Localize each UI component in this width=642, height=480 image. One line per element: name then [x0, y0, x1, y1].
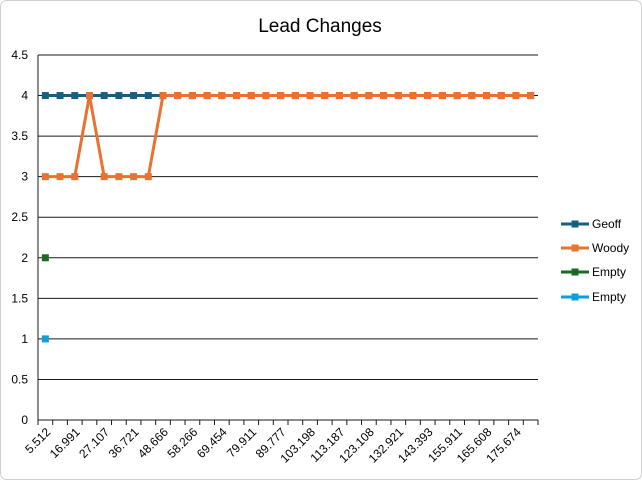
legend-label: Empty [592, 290, 626, 304]
legend-label: Geoff [592, 217, 622, 231]
point-marker [100, 92, 108, 100]
point-marker [497, 92, 505, 100]
y-tick-label: 4.5 [11, 48, 28, 62]
point-marker [71, 92, 79, 100]
point-marker [71, 173, 79, 181]
point-marker [424, 92, 432, 100]
point-marker [335, 92, 343, 100]
point-marker [394, 92, 402, 100]
point-marker [41, 92, 49, 100]
point-marker [218, 92, 226, 100]
y-tick-label: 1 [21, 332, 28, 346]
legend-marker [571, 293, 579, 301]
legend-marker [571, 268, 579, 276]
point-marker [188, 92, 196, 100]
point-marker [233, 92, 241, 100]
point-marker [115, 92, 123, 100]
point-marker [174, 92, 182, 100]
point-marker [130, 173, 138, 181]
point-marker [409, 92, 417, 100]
point-marker [380, 92, 388, 100]
point-marker [306, 92, 314, 100]
series-line [45, 94, 531, 179]
point-marker [203, 92, 211, 100]
point-marker [144, 173, 152, 181]
y-tick-label: 2 [21, 251, 28, 265]
point-marker [56, 92, 64, 100]
y-tick-label: 0 [21, 413, 28, 427]
y-tick-label: 3.5 [11, 129, 28, 143]
legend-label: Woody [592, 241, 629, 255]
point-marker [100, 173, 108, 181]
point-marker [56, 173, 64, 181]
y-tick-label: 3 [21, 170, 28, 184]
point-marker [453, 92, 461, 100]
point-marker [144, 92, 152, 100]
point-marker [321, 92, 329, 100]
y-tick-label: 2.5 [11, 210, 28, 224]
y-tick-label: 1.5 [11, 291, 28, 305]
chart-title: Lead Changes [258, 16, 382, 37]
point-marker [365, 92, 373, 100]
point-marker [291, 92, 299, 100]
point-marker [41, 173, 49, 181]
point-marker [483, 92, 491, 100]
point-marker [41, 335, 49, 343]
legend-label: Empty [592, 265, 626, 279]
point-marker [468, 92, 476, 100]
point-marker [41, 254, 49, 262]
point-marker [350, 92, 358, 100]
y-tick-label: 0.5 [11, 372, 28, 386]
point-marker [247, 92, 255, 100]
point-marker [277, 92, 285, 100]
legend-marker [571, 244, 579, 252]
point-marker [130, 92, 138, 100]
point-marker [527, 92, 535, 100]
point-marker [512, 92, 520, 100]
point-marker [115, 173, 123, 181]
point-marker [85, 92, 93, 100]
legend-marker [571, 220, 579, 228]
y-tick-label: 4 [21, 89, 28, 103]
point-marker [262, 92, 270, 100]
point-marker [438, 92, 446, 100]
point-marker [159, 92, 167, 100]
